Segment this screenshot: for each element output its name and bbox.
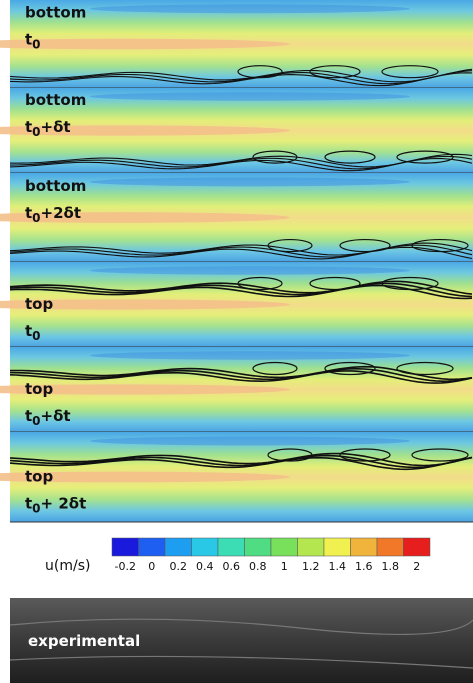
colorbar-tick-label: 1.4 [329, 560, 347, 573]
colorbar-tick-label: -0.2 [115, 560, 136, 573]
low-speed-zone [90, 177, 410, 186]
colorbar-label: u(m/s) [45, 558, 90, 574]
time-subscript: 0 [32, 211, 40, 225]
colorbar-swatch [298, 538, 325, 556]
time-base: t [25, 31, 32, 49]
colorbar-swatch [245, 538, 272, 556]
low-speed-zone [90, 437, 410, 446]
time-subscript: 0 [32, 329, 40, 343]
time-base: t [25, 407, 32, 425]
time-label: t0+δt [25, 407, 71, 428]
time-offset: +2δt [41, 204, 81, 222]
page: {"panels": [ {"label": "bottom", "time":… [0, 0, 473, 683]
colorbar-tick-label: 0 [148, 560, 155, 573]
colorbar-swatch [271, 538, 298, 556]
colorbar-swatch [404, 538, 431, 556]
panel-label: top [25, 295, 53, 313]
colorbar-tick-label: 1 [281, 560, 288, 573]
panel-label: top [25, 380, 53, 398]
time-subscript: 0 [32, 414, 40, 428]
time-subscript: 0 [32, 125, 40, 139]
time-label: t0+δt [25, 118, 71, 139]
panel-label: bottom [25, 91, 86, 109]
panel-label: bottom [25, 4, 86, 22]
time-base: t [25, 495, 32, 513]
colorbar-swatch [377, 538, 404, 556]
time-base: t [25, 118, 32, 136]
time-base: t [25, 322, 32, 340]
colorbar-swatch [192, 538, 219, 556]
panel-label: bottom [25, 177, 86, 195]
colorbar-tick-label: 2 [413, 560, 420, 573]
time-base: t [25, 204, 32, 222]
colorbar-tick-label: 0.2 [170, 560, 188, 573]
time-subscript: 0 [32, 502, 40, 516]
figure: experimental bottomt0bottomt0+δtbottomt0… [0, 0, 473, 683]
colorbar-swatch [324, 538, 351, 556]
time-offset: +δt [41, 407, 71, 425]
time-offset: + 2δt [41, 495, 87, 513]
experimental-label: experimental [28, 632, 140, 650]
colorbar-tick-label: 0.6 [223, 560, 241, 573]
low-speed-zone [90, 92, 410, 101]
panel-label: top [25, 468, 53, 486]
colorbar-swatch [112, 538, 139, 556]
colorbar-tick-label: 1.8 [382, 560, 400, 573]
colorbar-tick-label: 1.2 [302, 560, 320, 573]
low-speed-zone [90, 351, 410, 360]
colorbar-swatch [139, 538, 166, 556]
low-speed-zone [90, 266, 410, 275]
colorbar-swatch [351, 538, 378, 556]
colorbar-swatch [165, 538, 192, 556]
colorbar-tick-label: 1.6 [355, 560, 373, 573]
colorbar-swatch [218, 538, 245, 556]
time-offset: +δt [41, 118, 71, 136]
time-subscript: 0 [32, 38, 40, 52]
low-speed-zone [90, 4, 410, 13]
colorbar-tick-label: 0.8 [249, 560, 267, 573]
colorbar-tick-label: 0.4 [196, 560, 214, 573]
